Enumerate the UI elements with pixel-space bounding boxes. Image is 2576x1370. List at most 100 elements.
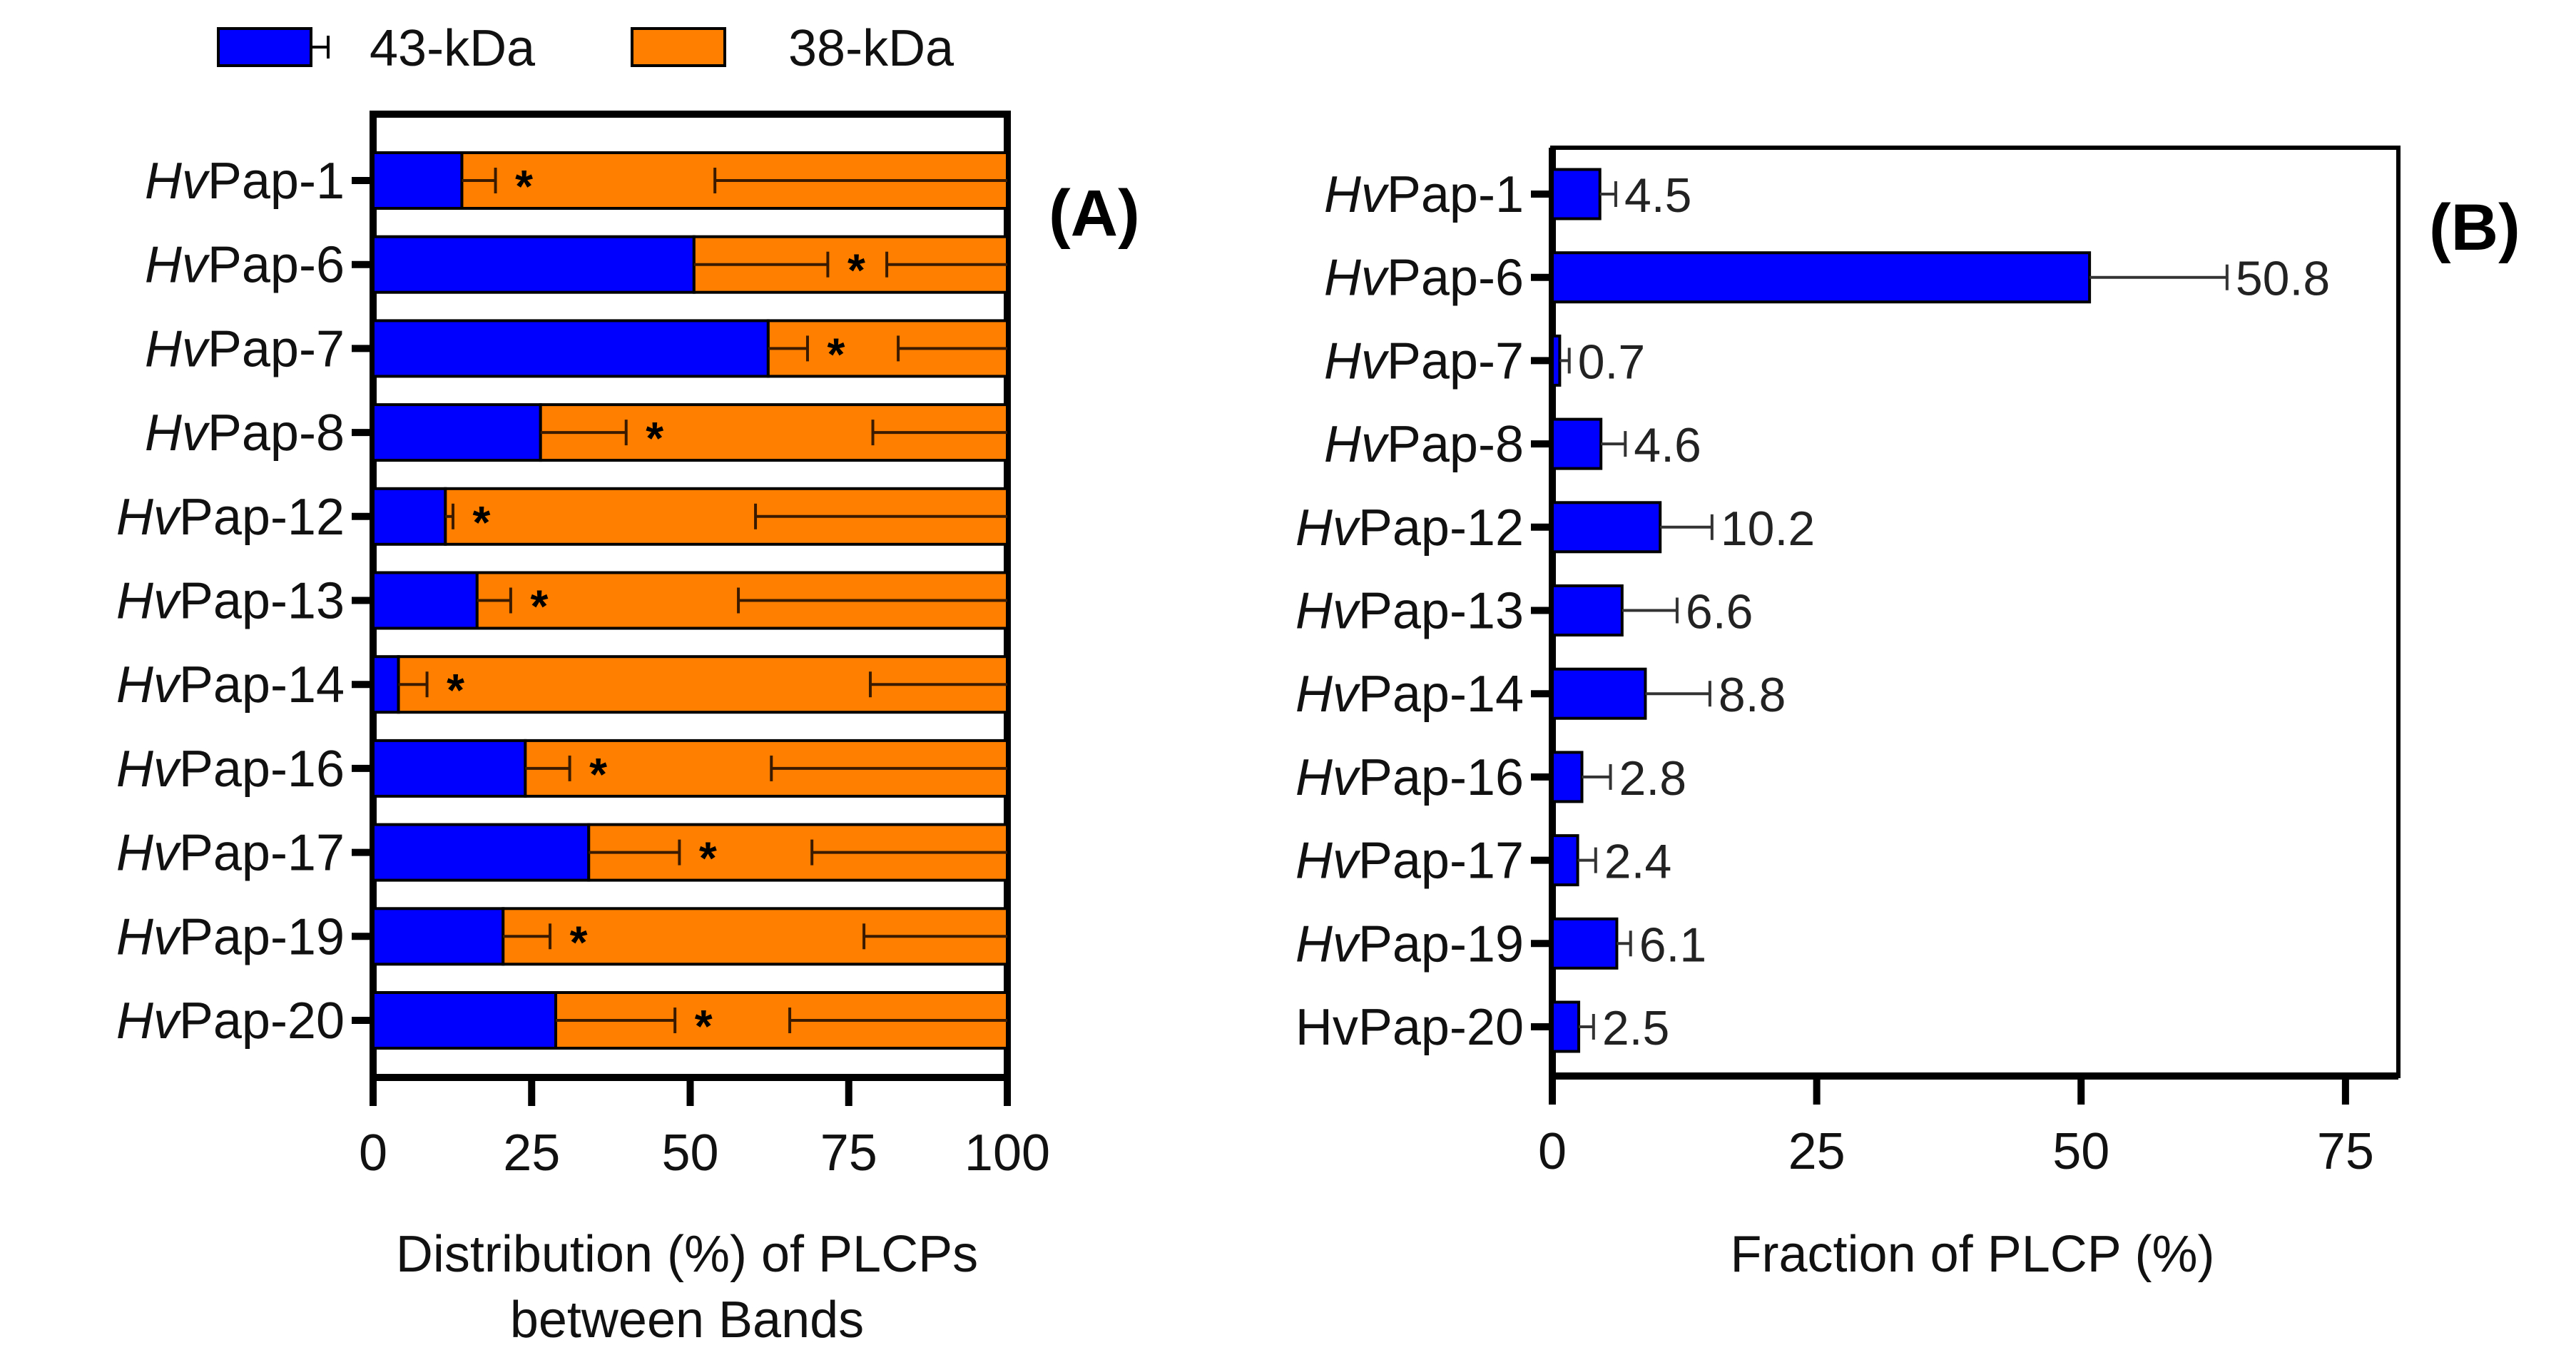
bar-fraction bbox=[1551, 917, 1619, 970]
data-label: 50.8 bbox=[2236, 252, 2330, 306]
category-label-text: Pap-12 bbox=[1358, 499, 1524, 557]
category-label-text: Pap-7 bbox=[1387, 333, 1524, 390]
significance-star: * bbox=[530, 581, 548, 632]
category-label-italic: Hv bbox=[145, 320, 210, 377]
category-label-text: Pap-20 bbox=[179, 993, 345, 1050]
panel-b: 4.5HvPap-150.8HvPap-60.7HvPap-74.6HvPap-… bbox=[1295, 146, 2520, 1283]
bar-43kda bbox=[372, 739, 527, 798]
category-label-text: Pap-8 bbox=[208, 405, 345, 462]
category-label: HvPap-12 bbox=[1295, 499, 1524, 557]
data-label: 4.5 bbox=[1624, 168, 1692, 223]
category-label-italic: Hv bbox=[116, 908, 182, 965]
category-label-italic: Hv bbox=[145, 405, 210, 462]
bar-fraction bbox=[1551, 334, 1562, 387]
bar-fraction bbox=[1551, 667, 1647, 720]
panel-label: (A) bbox=[1049, 177, 1140, 250]
bar-fraction bbox=[1551, 251, 2092, 304]
bar-fraction bbox=[1551, 584, 1624, 636]
data-label: 2.8 bbox=[1619, 751, 1687, 806]
category-label-italic: Hv bbox=[1295, 749, 1361, 806]
bar-43kda bbox=[372, 487, 447, 546]
bar-43kda bbox=[372, 319, 770, 378]
category-label: HvPap-20 bbox=[1295, 999, 1524, 1056]
category-label: HvPap-13 bbox=[116, 573, 345, 630]
category-label: HvPap-8 bbox=[145, 405, 345, 462]
x-tick-label: 100 bbox=[964, 1125, 1050, 1182]
category-label-text: Pap-12 bbox=[179, 489, 345, 546]
x-axis-title: Fraction of PLCP (%) bbox=[1731, 1226, 2215, 1283]
significance-star: * bbox=[447, 664, 464, 716]
significance-star: * bbox=[589, 749, 607, 800]
category-label-italic: Hv bbox=[145, 237, 210, 294]
category-label-text: Pap-16 bbox=[1358, 749, 1524, 806]
category-label-italic: Hv bbox=[1295, 915, 1361, 973]
category-label: HvPap-1 bbox=[145, 153, 345, 210]
significance-star: * bbox=[828, 328, 845, 380]
significance-star: * bbox=[699, 833, 717, 884]
category-label-italic: Hv bbox=[1295, 499, 1361, 557]
legend: 43-kDa 38-kDa bbox=[217, 20, 954, 77]
category-label-text: Pap-1 bbox=[208, 153, 345, 210]
category-label: HvPap-20 bbox=[116, 993, 345, 1050]
category-label: HvPap-16 bbox=[116, 741, 345, 798]
data-label: 10.2 bbox=[1721, 502, 1815, 556]
bar-fraction bbox=[1551, 834, 1579, 887]
category-label-italic: Hv bbox=[1324, 166, 1390, 223]
data-label: 4.6 bbox=[1634, 418, 1701, 472]
bar-43kda bbox=[372, 823, 591, 882]
x-tick-label: 0 bbox=[359, 1125, 387, 1182]
category-label-italic: Hv bbox=[1324, 333, 1390, 390]
category-label-italic: Hv bbox=[116, 656, 182, 714]
x-tick-label: 75 bbox=[820, 1125, 877, 1182]
legend-swatch-38kda bbox=[631, 27, 726, 67]
bar-fraction bbox=[1551, 751, 1584, 803]
category-label-text: Pap-19 bbox=[1358, 915, 1524, 973]
category-label-text: Pap-17 bbox=[1358, 833, 1524, 890]
bar-fraction bbox=[1551, 417, 1603, 470]
bar-fraction bbox=[1551, 168, 1602, 220]
bar-43kda bbox=[372, 655, 400, 714]
legend-label-38kda: 38-kDa bbox=[788, 20, 954, 77]
category-label: HvPap-7 bbox=[1324, 333, 1524, 390]
category-label-text: Pap-6 bbox=[1387, 250, 1524, 307]
category-label: HvPap-14 bbox=[116, 656, 345, 714]
category-label-italic: Hv bbox=[116, 993, 182, 1050]
data-label: 8.8 bbox=[1719, 668, 1786, 722]
category-label-text: Pap-13 bbox=[179, 573, 345, 630]
significance-star: * bbox=[646, 412, 663, 464]
data-label: 0.7 bbox=[1578, 335, 1646, 389]
significance-star: * bbox=[515, 161, 533, 212]
category-label: HvPap-19 bbox=[116, 908, 345, 965]
significance-star: * bbox=[473, 497, 491, 548]
bar-43kda bbox=[372, 151, 464, 210]
category-label: HvPap-13 bbox=[1295, 583, 1524, 640]
category-label-text: Pap-14 bbox=[1358, 666, 1524, 723]
x-tick-label: 50 bbox=[661, 1125, 718, 1182]
category-label-italic: Hv bbox=[1295, 583, 1361, 640]
bar-43kda bbox=[372, 403, 542, 462]
bar-43kda bbox=[372, 235, 696, 294]
bar-43kda bbox=[372, 571, 479, 630]
category-label: HvPap-19 bbox=[1295, 915, 1524, 973]
bar-43kda bbox=[372, 991, 558, 1050]
category-label-text: HvPap-20 bbox=[1295, 999, 1524, 1056]
category-label: HvPap-14 bbox=[1295, 666, 1524, 723]
category-label-italic: Hv bbox=[1324, 416, 1390, 473]
category-label-text: Pap-19 bbox=[179, 908, 345, 965]
significance-star: * bbox=[695, 1000, 713, 1052]
category-label: HvPap-1 bbox=[1324, 166, 1524, 223]
category-label: HvPap-17 bbox=[116, 825, 345, 882]
x-tick-label: 25 bbox=[503, 1125, 560, 1182]
significance-star: * bbox=[847, 245, 865, 296]
legend-label-43kda: 43-kDa bbox=[370, 20, 536, 77]
category-label: HvPap-8 bbox=[1324, 416, 1524, 473]
category-label-italic: Hv bbox=[116, 741, 182, 798]
data-label: 2.5 bbox=[1602, 1001, 1670, 1055]
category-label-text: Pap-6 bbox=[208, 237, 345, 294]
category-label: HvPap-17 bbox=[1295, 833, 1524, 890]
category-label-italic: Hv bbox=[145, 153, 210, 210]
data-label: 6.1 bbox=[1639, 918, 1707, 972]
x-tick-label: 75 bbox=[2317, 1123, 2374, 1180]
significance-star: * bbox=[570, 916, 588, 968]
category-label: HvPap-7 bbox=[145, 320, 345, 377]
